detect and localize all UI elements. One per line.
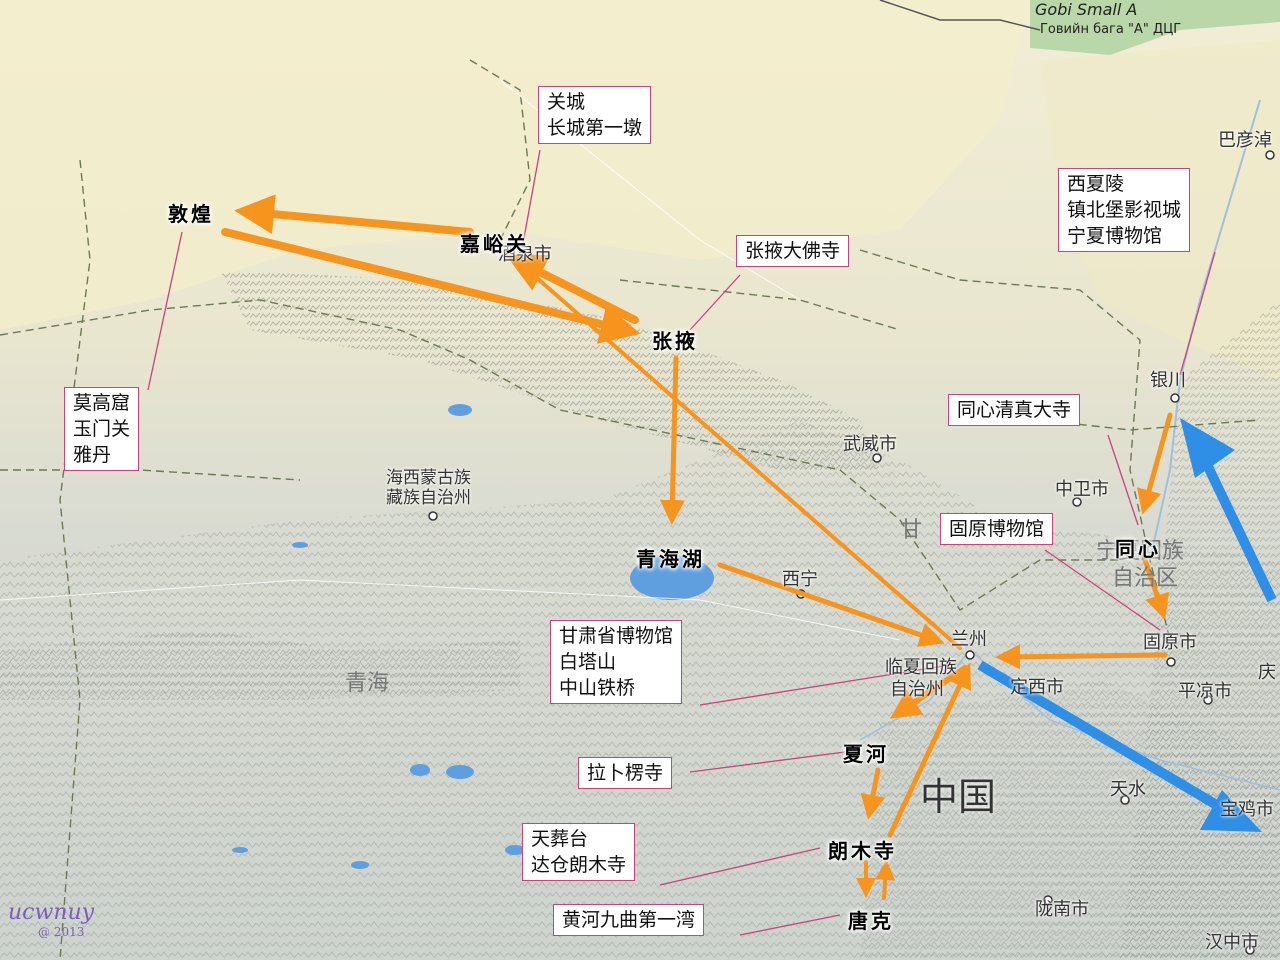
city-dingxi: 定西市	[1010, 677, 1064, 698]
city-wuwei: 武威市	[843, 434, 897, 455]
callout-zhangye-fosi: 张掖大佛寺	[736, 235, 850, 267]
qinghai-lake-shape	[630, 556, 714, 600]
city-xining: 西宁	[782, 569, 818, 590]
gobi-label: Gobi Small A	[1035, 0, 1138, 19]
region-gan: 甘	[900, 518, 923, 543]
callout-line: 宁夏博物馆	[1067, 225, 1163, 247]
region-ningxia-line2: 自治区	[1112, 566, 1179, 591]
region-linxia-line1: 临夏回族	[885, 657, 957, 678]
city-yinchuan: 银川	[1150, 370, 1186, 391]
callout-line: 白塔山	[559, 651, 617, 673]
city-lanzhou: 兰州	[951, 629, 987, 650]
callout-line: 长城第一墩	[547, 117, 643, 139]
region-haixi-line1: 海西蒙古族	[386, 468, 471, 488]
callout-mogao: 莫高窟 玉门关 雅丹	[64, 387, 140, 471]
stop-xiahe[interactable]: 夏河	[843, 742, 889, 766]
callout-line: 雅丹	[73, 444, 112, 466]
callout-guancheng: 关城 长城第一墩	[538, 86, 652, 144]
callout-line: 西夏陵	[1067, 173, 1125, 195]
callout-line: 固原博物馆	[949, 518, 1045, 540]
gobi-label-mn: Говийн бага "А" ДЦГ	[1040, 22, 1182, 37]
stop-qinghaihu[interactable]: 青海湖	[636, 547, 705, 571]
stop-tangke[interactable]: 唐克	[848, 909, 894, 933]
region-haixi-line2: 藏族自治州	[386, 488, 471, 508]
callout-line: 镇北堡影视城	[1067, 199, 1182, 221]
callout-line: 玉门关	[73, 418, 131, 440]
callout-line: 同心清真大寺	[957, 399, 1072, 421]
city-jiuquan: 酒泉市	[498, 244, 552, 265]
city-zhongwei: 中卫市	[1055, 479, 1109, 500]
stop-tongxin[interactable]: 同心	[1115, 537, 1161, 561]
region-linxia-line2: 自治州	[890, 679, 944, 700]
route-arrows	[221, 194, 1173, 900]
flight-arrows	[977, 418, 1277, 832]
callout-line: 拉卜楞寺	[587, 762, 664, 784]
city-longnan: 陇南市	[1035, 899, 1089, 920]
signature-name: ucwnuy	[8, 900, 95, 925]
callout-line: 张掖大佛寺	[745, 240, 841, 262]
callout-labrang: 拉卜楞寺	[578, 757, 673, 789]
stop-dunhuang[interactable]: 敦煌	[168, 202, 214, 226]
callout-line: 关城	[547, 91, 586, 113]
callout-gansu-museum: 甘肃省博物馆 白塔山 中山铁桥	[550, 620, 683, 704]
city-hanzhong: 汉中市	[1205, 932, 1259, 953]
city-tianshui: 天水	[1110, 779, 1146, 800]
signature-year: @ 2013	[38, 925, 85, 939]
callout-guyuan-museum: 固原博物馆	[940, 513, 1054, 545]
stop-jiayuguan[interactable]: 嘉峪关	[460, 232, 529, 256]
country-label: 中国	[920, 775, 997, 819]
city-qing: 庆	[1258, 662, 1276, 683]
region-ningxia-line1: 宁夏回族	[1096, 539, 1185, 564]
city-bayannur: 巴彦淖	[1218, 130, 1272, 151]
callout-line: 莫高窟	[73, 392, 131, 414]
callout-tongxin-mosque: 同心清真大寺	[948, 394, 1081, 426]
stop-zhangye[interactable]: 张掖	[652, 329, 698, 353]
callout-line: 达仓朗木寺	[531, 854, 627, 876]
callout-line: 甘肃省博物馆	[559, 625, 674, 647]
callout-huanghe: 黄河九曲第一湾	[553, 904, 705, 936]
city-guyuan: 固原市	[1143, 632, 1197, 653]
callout-line: 天葬台	[531, 828, 589, 850]
callout-xixia: 西夏陵 镇北堡影视城 宁夏博物馆	[1058, 168, 1191, 252]
city-pingliang: 平凉市	[1178, 681, 1232, 702]
callout-line: 黄河九曲第一湾	[562, 909, 696, 931]
callout-line: 中山铁桥	[559, 677, 636, 699]
city-baoji: 宝鸡市	[1220, 799, 1274, 820]
region-qinghai: 青海	[345, 671, 390, 696]
author-signature: ucwnuy @ 2013	[8, 900, 94, 939]
stop-langmusi[interactable]: 朗木寺	[828, 839, 897, 863]
callout-tianzang: 天葬台 达仓朗木寺	[522, 823, 636, 881]
